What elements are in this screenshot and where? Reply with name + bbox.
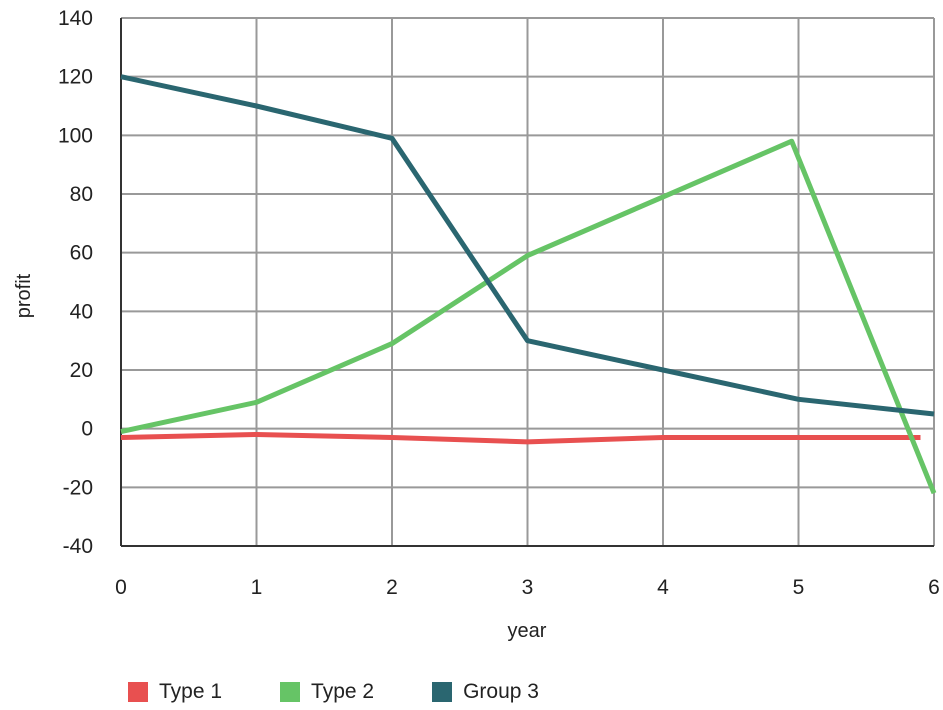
series-line-type-1 [121, 435, 921, 442]
x-axis-title: year [508, 620, 547, 642]
legend-label: Group 3 [463, 680, 539, 704]
x-tick-label: 1 [251, 576, 263, 599]
y-tick-label: 120 [58, 66, 93, 89]
legend-item: Group 3 [432, 680, 539, 704]
y-tick-label: 140 [58, 7, 93, 30]
y-tick-label: 100 [58, 124, 93, 147]
y-tick-label: 80 [70, 183, 93, 206]
x-tick-label: 4 [657, 576, 669, 599]
legend-swatch [280, 682, 300, 702]
x-tick-label: 3 [522, 576, 534, 599]
x-axis-ticks: 0 1 2 3 4 5 6 [115, 576, 940, 599]
y-tick-label: 60 [70, 242, 93, 265]
legend-item: Type 1 [128, 680, 222, 704]
grid-lines [121, 18, 934, 546]
x-tick-label: 5 [793, 576, 805, 599]
y-axis-title: profit [13, 273, 35, 318]
legend-item: Type 2 [280, 680, 374, 704]
y-tick-label: 40 [70, 300, 93, 323]
y-tick-label: 0 [81, 418, 93, 441]
x-tick-label: 2 [386, 576, 398, 599]
legend-label: Type 2 [311, 680, 374, 704]
y-tick-label: -40 [63, 535, 93, 558]
x-tick-label: 6 [928, 576, 940, 599]
legend-swatch [432, 682, 452, 702]
legend: Type 1 Type 2 Group 3 [128, 680, 597, 704]
y-tick-label: -20 [63, 476, 93, 499]
x-tick-label: 0 [115, 576, 127, 599]
legend-swatch [128, 682, 148, 702]
line-chart: 140 120 100 80 60 40 20 0 -20 -40 0 1 2 3 4 5 6 year pr… [0, 0, 943, 665]
y-axis-ticks: 140 120 100 80 60 40 20 0 -20 -40 [58, 7, 93, 558]
legend-label: Type 1 [159, 680, 222, 704]
y-tick-label: 20 [70, 359, 93, 382]
